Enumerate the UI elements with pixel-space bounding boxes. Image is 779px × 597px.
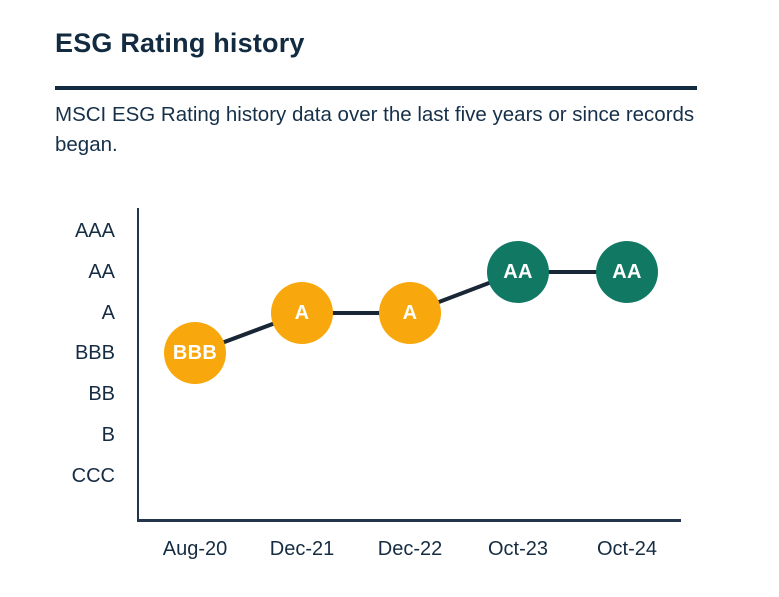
y-axis-tick-label: CCC: [71, 465, 115, 487]
y-axis-tick-label: BBB: [74, 342, 115, 364]
rating-marker: A: [271, 282, 333, 344]
x-axis: [137, 519, 681, 522]
y-axis-tick-label: B: [101, 424, 115, 446]
y-axis-tick-label: AAA: [74, 220, 115, 242]
x-axis-tick-label: Aug-20: [162, 538, 228, 560]
x-axis-tick-label: Dec-22: [377, 538, 443, 560]
y-axis-tick-label: AA: [88, 261, 115, 283]
chart-subtitle: MSCI ESG Rating history data over the la…: [55, 103, 695, 156]
x-axis-tick-label: Oct-24: [596, 538, 658, 560]
rating-marker: A: [379, 282, 441, 344]
rating-marker: AA: [487, 241, 549, 303]
x-axis-tick-label: Oct-23: [487, 538, 549, 560]
page-title: ESG Rating history: [55, 28, 305, 58]
rating-marker: AA: [596, 241, 658, 303]
y-axis: [137, 208, 139, 521]
y-axis-tick-label: A: [101, 302, 115, 324]
x-axis-tick-label: Dec-21: [269, 538, 335, 560]
rating-marker: BBB: [164, 322, 226, 384]
title-divider: [55, 86, 697, 90]
y-axis-tick-label: BB: [88, 383, 115, 405]
